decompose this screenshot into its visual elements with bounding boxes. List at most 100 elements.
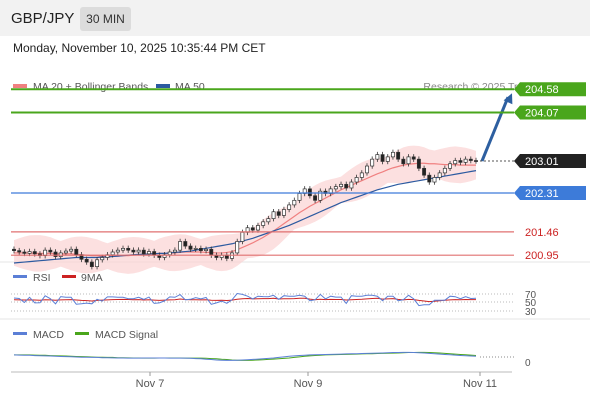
candle-body (463, 158, 468, 163)
rsi-ma-line (13, 297, 476, 303)
macd-legend-label: MACD (33, 329, 64, 341)
candle-body (385, 156, 390, 162)
candle-body (307, 188, 312, 197)
candle-body (442, 167, 447, 174)
level-tag-202-31 (514, 186, 586, 201)
rsi-ma-legend-swatch (62, 275, 76, 278)
candle-body (12, 248, 16, 251)
candle-body (390, 151, 395, 158)
rsi-tick-70: 70 (525, 290, 537, 301)
candle-body (69, 248, 74, 252)
x-tick-label-nov9: Nov 9 (294, 378, 323, 390)
candle-body (172, 249, 177, 253)
level-tag-203-01 (514, 154, 586, 168)
candle-body (318, 190, 323, 201)
timeframe-button[interactable]: 30 MIN (80, 7, 131, 31)
candle-body (427, 174, 432, 183)
candle-body (380, 154, 385, 162)
candle-body (333, 186, 338, 190)
candle-body (422, 167, 427, 176)
candle-body (271, 211, 276, 219)
candle-body (63, 250, 68, 254)
pair-title: GBP/JPY (11, 10, 75, 27)
candle-body (27, 251, 32, 254)
candle-body (256, 225, 260, 231)
candle-body (354, 177, 359, 183)
candle-body (458, 160, 463, 163)
candle-body (266, 218, 271, 223)
level-label-202-31: 202.31 (525, 188, 559, 200)
candle-body (84, 258, 89, 263)
candle-body (147, 251, 151, 255)
rsi-legend-swatch (13, 275, 27, 278)
level-label-200-95: 200.95 (525, 250, 559, 262)
candle-body (432, 177, 437, 183)
ma20-legend-label: MA 20 + Bollinger Bands (33, 81, 148, 93)
rsi-legend-label: RSI (33, 272, 51, 284)
candle-body (365, 165, 369, 174)
candle-body (74, 248, 79, 256)
levels-layer: 204.58 204.07 203.01 202.31 201.46 200.95 (11, 82, 586, 262)
candle-body (198, 247, 203, 251)
candle-body (292, 199, 297, 206)
candle-body (89, 261, 94, 267)
candle-body (313, 195, 318, 201)
candle-body (281, 209, 286, 216)
candle-body (188, 245, 193, 250)
forecast-arrow-head (503, 93, 513, 105)
candle-body (411, 156, 416, 160)
level-label-204-58: 204.58 (525, 84, 559, 96)
candle-body (126, 247, 131, 251)
candle-body (416, 158, 421, 169)
candle-body (276, 211, 281, 216)
candle-body (32, 251, 37, 255)
ma50-legend-swatch (156, 84, 170, 88)
ma50-line (13, 170, 477, 264)
candle-body (437, 172, 442, 178)
candle-body (287, 204, 292, 210)
candle-body (359, 172, 364, 178)
candle-body (115, 249, 120, 253)
level-label-203-01: 203.01 (525, 156, 559, 168)
macd-plot (13, 351, 514, 361)
candle-body (344, 183, 349, 189)
candle-body (121, 247, 125, 251)
candle-body (110, 251, 115, 256)
candle-body (48, 249, 53, 253)
macd-signal-legend-label: MACD Signal (95, 329, 158, 341)
candle-body (95, 259, 100, 267)
candle-body (474, 160, 478, 162)
rsi-tick-30: 30 (525, 307, 537, 318)
candle-body (141, 249, 146, 255)
candle-body (17, 250, 22, 253)
level-tag-204-07 (514, 105, 586, 120)
x-tick-label-nov11: Nov 11 (463, 378, 497, 390)
candle-body (204, 248, 209, 251)
macd-line (13, 351, 477, 361)
candle-body (235, 241, 240, 254)
candle-body (178, 241, 183, 251)
macd-signal-line (14, 351, 477, 361)
candle-body (406, 156, 411, 165)
timestamp: Monday, November 10, 2025 10:35:44 PM CE… (13, 41, 266, 55)
candle-body (167, 251, 172, 256)
candle-body (53, 251, 58, 257)
candle-body (240, 231, 245, 242)
candle-body (375, 154, 380, 160)
level-label-204-07: 204.07 (525, 108, 559, 120)
rsi-tick-50: 50 (525, 298, 537, 309)
ma50-legend-label: MA 50 (175, 81, 205, 93)
candle-body (22, 251, 27, 254)
rsi-plot (11, 292, 514, 312)
candle-body (100, 257, 105, 261)
forecast-arrow-shaft (480, 96, 510, 162)
candle-body (468, 158, 473, 161)
chart-header: GBP/JPY 30 MIN (0, 0, 590, 36)
ma20-legend-swatch (13, 84, 27, 88)
candle-body (261, 221, 266, 226)
candle-body (250, 227, 255, 231)
rsi-line (13, 292, 477, 307)
candle-body (448, 163, 452, 169)
candle-body (193, 247, 198, 250)
